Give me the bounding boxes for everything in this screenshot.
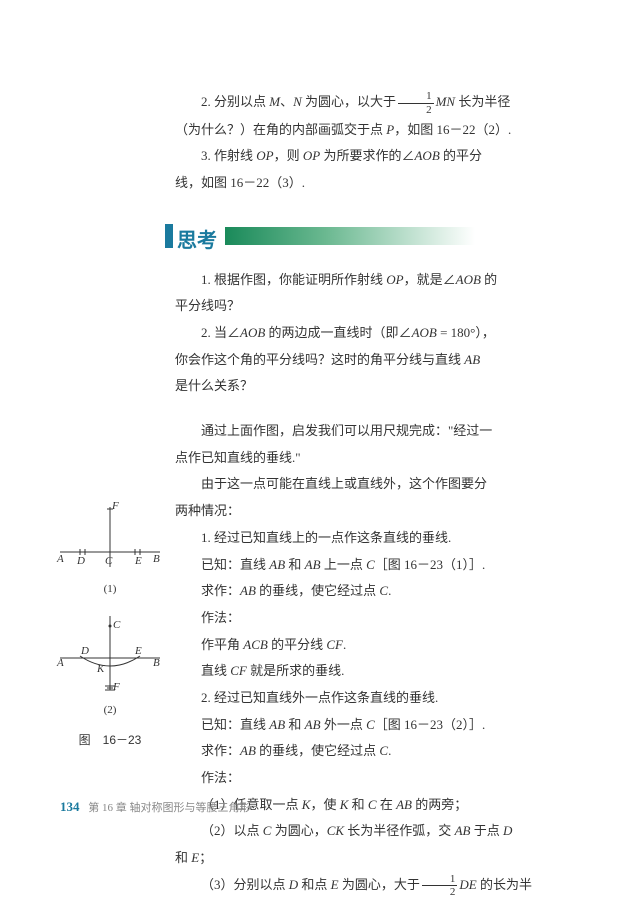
svg-text:C: C: [113, 619, 121, 631]
step-3: 3. 作射线 OP，则 OP 为所要求作的∠AOB 的平分: [175, 144, 580, 169]
case2-s2: （2）以点 C 为圆心，CK 长为半径作弧，交 AB 于点 D: [175, 819, 580, 844]
section-bar: [165, 224, 173, 248]
step-2: 2. 分别以点 M、N 为圆心，以大于12MN 长为半径: [175, 90, 580, 116]
sikao-q2: 2. 当∠AOB 的两边成一直线时（即∠AOB = 180°），: [175, 321, 580, 346]
section-title: 思考: [177, 222, 217, 260]
mid-p1: 通过上面作图，启发我们可以用尺规完成："经过一: [175, 419, 580, 444]
svg-text:F: F: [111, 500, 119, 512]
step-3-cont: 线，如图 16－22（3）.: [175, 171, 580, 196]
mid-p1b: 点作已知直线的垂线.": [175, 446, 580, 471]
case2-l1: 2. 经过已知直线外一点作这条直线的垂线.: [175, 686, 580, 711]
fig-main-caption: 图 16－23: [55, 729, 165, 752]
svg-text:F: F: [112, 681, 120, 693]
sikao-q1: 1. 根据作图，你能证明所作射线 OP，就是∠AOB 的: [175, 268, 580, 293]
svg-text:D: D: [80, 645, 89, 657]
mid-p2b: 两种情况：: [175, 499, 580, 524]
svg-text:D: D: [76, 555, 85, 567]
figure-1-svg: F A D C E B: [55, 497, 165, 577]
case1-l3: 求作：AB 的垂线，使它经过点 C.: [175, 579, 580, 604]
sikao-q2-cont2: 是什么关系？: [175, 374, 580, 399]
svg-text:E: E: [134, 555, 142, 567]
case2-l2: 已知：直线 AB 和 AB 外一点 C［图 16－23（2）］.: [175, 713, 580, 738]
page-footer: 134 第 16 章 轴对称图形与等腰三角形: [60, 795, 251, 820]
section-header-sikao: 思考: [175, 224, 580, 250]
fig2-caption: (2): [55, 700, 165, 721]
figure-2-svg: C A D E B K F: [55, 608, 165, 698]
svg-text:E: E: [134, 645, 142, 657]
case2-l4: 作法：: [175, 766, 580, 791]
case2-l3: 求作：AB 的垂线，使它经过点 C.: [175, 739, 580, 764]
svg-text:B: B: [153, 657, 160, 669]
sikao-q2-cont: 你会作这个角的平分线吗？这时的角平分线与直线 AB: [175, 348, 580, 373]
chapter-label: 第 16 章 轴对称图形与等腰三角形: [88, 802, 250, 814]
svg-text:K: K: [96, 663, 105, 675]
main-content: 2. 分别以点 M、N 为圆心，以大于12MN 长为半径 （为什么？）在角的内部…: [175, 90, 580, 900]
figure-16-23: F A D C E B (1) C A D E B K F (2) 图 16－2…: [55, 497, 165, 752]
sikao-q1-cont: 平分线吗？: [175, 294, 580, 319]
step-2-cont: （为什么？）在角的内部画弧交于点 P，如图 16－22（2）.: [175, 118, 580, 143]
section-gradient: [225, 227, 475, 245]
case1-l4: 作法：: [175, 606, 580, 631]
svg-text:B: B: [153, 553, 160, 565]
svg-text:A: A: [56, 657, 64, 669]
mid-p2: 由于这一点可能在直线上或直线外，这个作图要分: [175, 472, 580, 497]
case1-l2: 已知：直线 AB 和 AB 上一点 C［图 16－23（1）］.: [175, 553, 580, 578]
fraction-half-2: 12: [422, 873, 458, 898]
fraction-half: 12: [398, 90, 434, 115]
case1-l1: 1. 经过已知直线上的一点作这条直线的垂线.: [175, 526, 580, 551]
case1-l5: 作平角 ACB 的平分线 CF.: [175, 633, 580, 658]
sikao-block: 1. 根据作图，你能证明所作射线 OP，就是∠AOB 的 平分线吗？ 2. 当∠…: [175, 268, 580, 399]
svg-text:C: C: [105, 555, 113, 567]
fig1-caption: (1): [55, 579, 165, 600]
case1-l6: 直线 CF 就是所求的垂线.: [175, 659, 580, 684]
page-number: 134: [60, 799, 80, 814]
case2-s3: （3）分别以点 D 和点 E 为圆心，大于12DE 的长为半: [175, 873, 580, 899]
svg-text:A: A: [56, 553, 64, 565]
